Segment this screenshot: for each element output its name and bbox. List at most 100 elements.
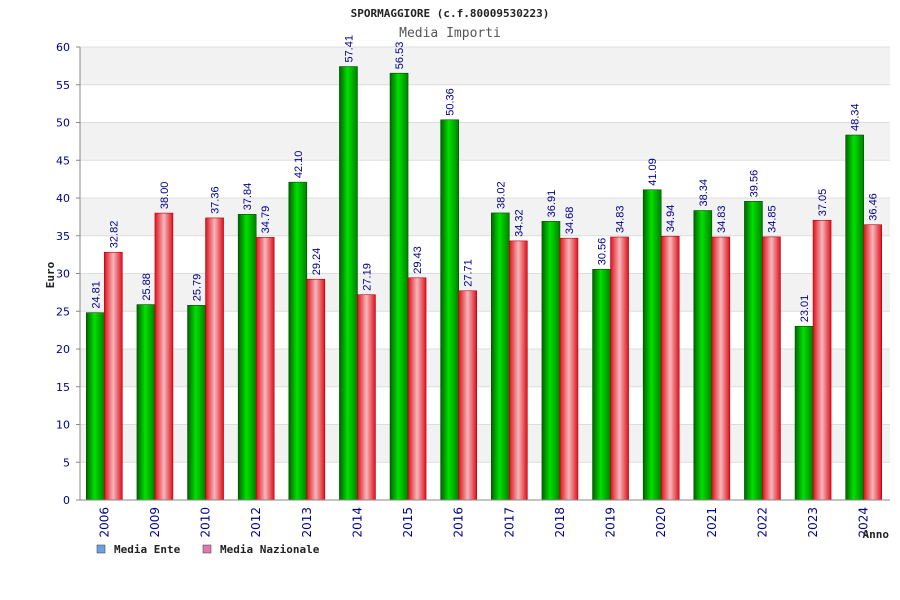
legend: Media Ente Media Nazionale [96, 543, 320, 556]
bar-value-label: 24.81 [90, 281, 102, 309]
chart-subtitle: Media Importi [399, 26, 501, 41]
x-tick-label: 2021 [705, 507, 719, 538]
bar-value-label: 39.56 [748, 170, 760, 198]
x-axis-ticks: 2006 2009 2010 2012 2013 2014 2015 2016 2017 2018… [97, 507, 870, 538]
y-tick-label: 35 [56, 230, 70, 243]
y-axis-ticks: 0 5 10 15 20 25 30 35 40 45 50 55 60 [56, 41, 80, 507]
bar [389, 72, 409, 501]
x-tick-label: 2013 [300, 507, 314, 538]
bar-value-label: 37.84 [242, 183, 254, 211]
y-tick-label: 5 [63, 456, 70, 469]
y-tick-label: 55 [56, 79, 70, 92]
axes [79, 47, 890, 501]
y-tick-label: 40 [56, 192, 70, 205]
x-tick-label: 2023 [806, 507, 820, 538]
y-tick-label: 25 [56, 305, 70, 318]
bar-value-label: 57.41 [343, 35, 355, 63]
bar [237, 214, 257, 501]
bar [440, 119, 459, 501]
bar-value-label: 32.82 [108, 221, 120, 249]
bar-value-label: 34.85 [766, 205, 778, 233]
bar [339, 66, 358, 501]
bar-value-label: 25.79 [192, 274, 204, 302]
x-axis-label: Anno [863, 528, 890, 541]
bar [711, 236, 731, 501]
bar-value-label: 42.10 [293, 151, 305, 179]
bar [357, 294, 376, 501]
bar [288, 181, 308, 501]
y-tick-label: 0 [63, 494, 70, 507]
bar-value-label: 27.71 [463, 259, 475, 287]
bar [762, 236, 781, 501]
bar-value-label: 29.43 [412, 246, 424, 274]
bar [491, 212, 510, 501]
bar [205, 217, 224, 501]
bar-value-label: 36.91 [546, 190, 558, 218]
bar-value-labels: 24.81 32.82 25.88 38.00 25.79 37.36 37.84 34.79… [90, 35, 879, 322]
legend-swatch-ente [96, 544, 106, 554]
x-tick-label: 2006 [97, 507, 111, 538]
x-tick-label: 2022 [755, 507, 769, 538]
y-tick-label: 50 [56, 117, 70, 130]
bar-value-label: 23.01 [799, 295, 811, 323]
bar-value-label: 38.02 [495, 181, 507, 209]
bar-value-label: 27.19 [361, 263, 373, 291]
bar [863, 224, 882, 501]
bar-value-label: 50.36 [445, 88, 457, 116]
x-tick-label: 2014 [350, 507, 364, 538]
bar [693, 210, 713, 501]
bar [104, 251, 123, 501]
legend-swatch-nazionale [202, 544, 212, 554]
bar [86, 312, 105, 501]
bar [744, 201, 763, 501]
bar-value-label: 37.05 [817, 189, 829, 217]
y-tick-label: 10 [56, 419, 70, 432]
x-tick-label: 2024 [857, 507, 871, 538]
bar [187, 304, 206, 501]
x-tick-label: 2012 [249, 507, 263, 538]
bar-value-label: 25.88 [141, 273, 153, 301]
bar [509, 240, 528, 501]
bar [845, 134, 864, 501]
bar [794, 325, 814, 501]
x-tick-label: 2010 [199, 507, 213, 538]
bar-value-label: 30.56 [597, 238, 609, 266]
y-tick-label: 60 [56, 41, 70, 54]
bar-value-label: 34.79 [260, 206, 272, 234]
bar [458, 290, 477, 501]
bar [255, 237, 275, 501]
x-tick-label: 2016 [452, 507, 466, 538]
y-tick-label: 15 [56, 381, 70, 394]
bar-value-label: 29.24 [311, 248, 323, 276]
bar-value-label: 34.83 [716, 206, 728, 234]
y-tick-label: 45 [56, 154, 70, 167]
bars [86, 66, 882, 501]
bar-value-label: 37.36 [210, 186, 222, 214]
bar [306, 278, 326, 501]
bar-value-label: 41.09 [647, 158, 659, 186]
bar [642, 189, 662, 501]
bar-value-label: 34.83 [615, 206, 627, 234]
bar-value-label: 34.32 [513, 209, 525, 237]
bar [559, 237, 579, 501]
x-tick-label: 2015 [401, 507, 415, 538]
bar-value-label: 48.34 [850, 104, 862, 132]
bar-value-label: 56.53 [394, 42, 406, 70]
grid-band [80, 47, 890, 85]
bar [541, 221, 561, 501]
bar [407, 277, 427, 501]
bar [136, 304, 156, 501]
bar [610, 236, 629, 501]
bar-value-label: 34.94 [665, 205, 677, 233]
x-tick-label: 2017 [502, 507, 516, 538]
bar-value-label: 38.34 [698, 179, 710, 207]
legend-label-nazionale: Media Nazionale [220, 543, 320, 556]
legend-label-ente: Media Ente [114, 543, 181, 556]
bar [812, 219, 832, 501]
grid-band [80, 122, 890, 161]
y-axis-label: Euro [44, 261, 57, 288]
x-tick-label: 2009 [148, 507, 162, 538]
x-tick-label: 2019 [604, 507, 618, 538]
bar [660, 235, 680, 501]
